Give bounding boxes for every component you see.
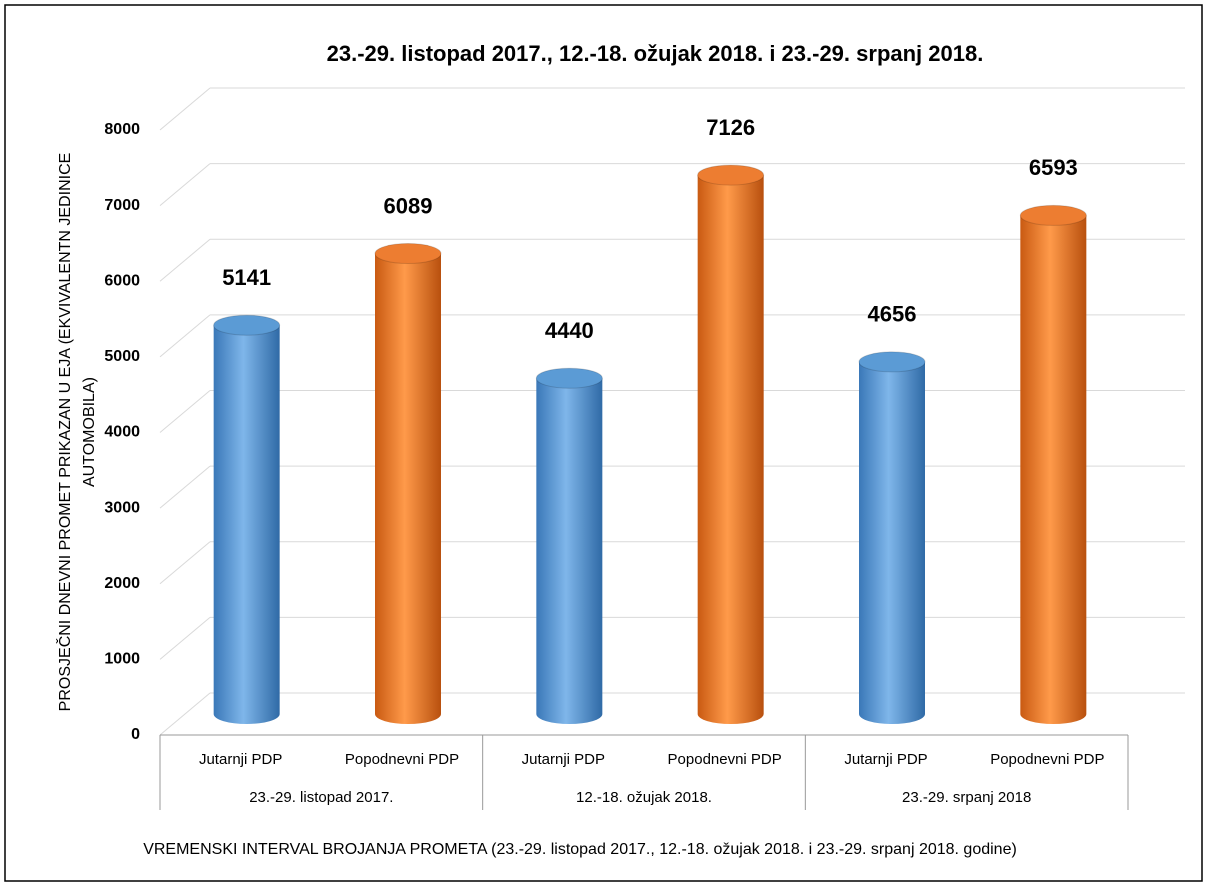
y-tick-label: 8000 [104, 121, 140, 138]
x-axis-label: VREMENSKI INTERVAL BROJANJA PROMETA (23.… [143, 841, 1017, 858]
y-tick-label: 6000 [104, 272, 140, 289]
bar [859, 361, 925, 724]
bar-top [535, 367, 603, 389]
y-tick-label: 2000 [104, 575, 140, 592]
x-tick-label: Popodnevni PDP [668, 751, 782, 768]
grid-line [159, 541, 211, 585]
bar [213, 325, 280, 724]
x-tick-label: Popodnevni PDP [345, 751, 459, 768]
data-label: 6593 [1029, 155, 1078, 180]
bar-top [213, 314, 281, 336]
group-label: 12.-18. ožujak 2018. [576, 789, 712, 806]
group-label: 23.-29. srpanj 2018 [902, 789, 1031, 806]
y-tick-label: 4000 [104, 424, 140, 441]
data-label: 4440 [545, 318, 594, 343]
grid-line [159, 314, 211, 358]
grid-line [159, 238, 211, 282]
data-label: 7126 [706, 115, 755, 140]
y-tick-label: 0 [131, 726, 140, 743]
y-tick-label: 3000 [104, 499, 140, 516]
bar [697, 175, 764, 724]
data-label: 5141 [222, 265, 271, 290]
grid-line [159, 465, 211, 509]
grid-line [159, 163, 211, 207]
y-tick-label: 5000 [104, 348, 140, 365]
bar-top [1019, 204, 1087, 226]
grid-line [159, 87, 211, 131]
grid-line [159, 616, 211, 660]
bar [536, 378, 603, 724]
x-tick-label: Jutarnji PDP [199, 751, 282, 768]
y-tick-label: 1000 [104, 651, 140, 668]
y-tick-label: 7000 [104, 197, 140, 214]
chart-title: 23.-29. listopad 2017., 12.-18. ožujak 2… [327, 41, 984, 66]
bar-top [858, 351, 926, 373]
bar [1020, 215, 1087, 725]
group-label: 23.-29. listopad 2017. [249, 789, 393, 806]
bar-top [374, 243, 442, 265]
grid-line [159, 390, 211, 433]
bar [375, 253, 441, 724]
x-tick-label: Jutarnji PDP [522, 751, 605, 768]
y-axis-label: PROSJEČNI DNEVNI PROMET PRIKAZAN U EJA (… [57, 152, 98, 712]
bar-top [697, 164, 765, 186]
chart-border [4, 4, 1203, 882]
data-label: 6089 [384, 193, 433, 218]
x-tick-label: Popodnevni PDP [990, 751, 1104, 768]
grid-line [159, 692, 211, 736]
data-label: 4656 [868, 302, 917, 327]
x-tick-label: Jutarnji PDP [844, 751, 927, 768]
